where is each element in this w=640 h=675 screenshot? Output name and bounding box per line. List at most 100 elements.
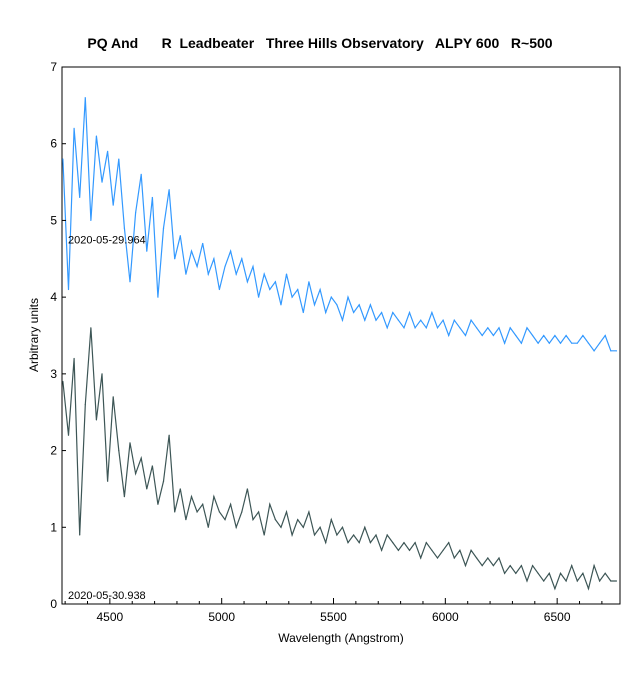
data-point (235, 273, 237, 275)
data-point (369, 304, 372, 306)
data-point (576, 580, 578, 582)
data-point (241, 511, 243, 513)
data-point (263, 534, 265, 536)
data-point (425, 327, 427, 329)
data-point (503, 572, 506, 574)
data-point (554, 588, 556, 590)
data-point (179, 488, 181, 490)
data-point (565, 580, 567, 582)
data-point (380, 549, 383, 551)
data-point (230, 503, 232, 505)
data-point (386, 327, 388, 329)
data-point (520, 565, 522, 567)
data-point (481, 565, 483, 567)
data-point (224, 265, 226, 268)
data-point (297, 288, 299, 291)
data-point (470, 549, 472, 551)
data-point (269, 288, 271, 291)
data-point (464, 565, 467, 567)
data-point (481, 334, 483, 337)
data-point (252, 519, 254, 521)
data-point (543, 580, 545, 582)
data-point (252, 265, 254, 268)
plot-area (61, 66, 621, 605)
data-point (168, 434, 170, 436)
data-point (95, 419, 98, 421)
data-point (196, 265, 198, 268)
series-label: 2020-05-29.964 (68, 235, 146, 247)
data-point (101, 373, 103, 375)
data-point (476, 327, 478, 329)
data-point (140, 457, 142, 459)
data-point (218, 288, 221, 291)
data-point (347, 542, 349, 544)
data-point (235, 526, 237, 528)
data-point (336, 534, 338, 536)
data-point (442, 549, 444, 551)
chart-title: PQ And R Leadbeater Three Hills Observat… (87, 35, 552, 51)
data-point (414, 542, 416, 544)
data-point (375, 319, 377, 321)
data-point (213, 496, 215, 498)
y-tick-label: 2 (50, 444, 57, 458)
data-point (151, 196, 153, 199)
data-point (459, 549, 461, 551)
data-point (79, 196, 81, 199)
data-point (604, 334, 606, 337)
data-point (431, 549, 433, 551)
data-point (453, 557, 455, 559)
series-line-1 (62, 327, 617, 591)
y-axis-label: Arbitrary units (27, 298, 41, 372)
data-point (90, 219, 92, 222)
data-point (431, 311, 433, 314)
data-point (531, 565, 534, 567)
data-point (397, 319, 399, 321)
data-point (313, 304, 316, 306)
data-point (503, 342, 506, 344)
data-point (498, 557, 500, 559)
data-point (559, 342, 562, 344)
data-point (515, 334, 517, 337)
x-tick-label: 5000 (208, 610, 235, 624)
data-point (129, 281, 131, 283)
data-point (263, 273, 265, 275)
data-point (179, 235, 181, 237)
x-tick-label: 6000 (432, 610, 459, 624)
data-point (118, 158, 120, 160)
data-point (79, 534, 81, 536)
data-point (408, 549, 411, 551)
data-point (67, 434, 70, 436)
data-point (274, 519, 276, 521)
x-tick-label: 4500 (97, 610, 124, 624)
data-point (459, 327, 461, 329)
data-point (364, 526, 366, 528)
data-point (224, 519, 226, 521)
data-point (330, 519, 332, 521)
data-point (162, 227, 165, 229)
data-point (174, 511, 176, 513)
data-point (325, 542, 327, 544)
data-point (515, 572, 517, 574)
data-point (509, 327, 511, 329)
data-point (599, 580, 601, 582)
data-point (587, 342, 590, 344)
data-point (487, 327, 489, 329)
data-point (112, 396, 114, 398)
data-point (269, 503, 271, 505)
data-point (408, 311, 411, 314)
series-label: 2020-05-30.938 (68, 590, 146, 602)
data-point (353, 311, 355, 314)
data-point (84, 97, 86, 99)
x-tick-label: 5500 (320, 610, 347, 624)
data-point (353, 534, 355, 536)
data-point (291, 296, 293, 298)
data-point (190, 250, 193, 252)
data-point (246, 281, 249, 283)
data-point (610, 580, 612, 582)
data-point (213, 258, 215, 260)
data-point (134, 472, 137, 475)
data-point (325, 311, 327, 314)
data-point (67, 288, 70, 291)
y-tick-label: 6 (50, 137, 57, 151)
data-point (403, 327, 405, 329)
